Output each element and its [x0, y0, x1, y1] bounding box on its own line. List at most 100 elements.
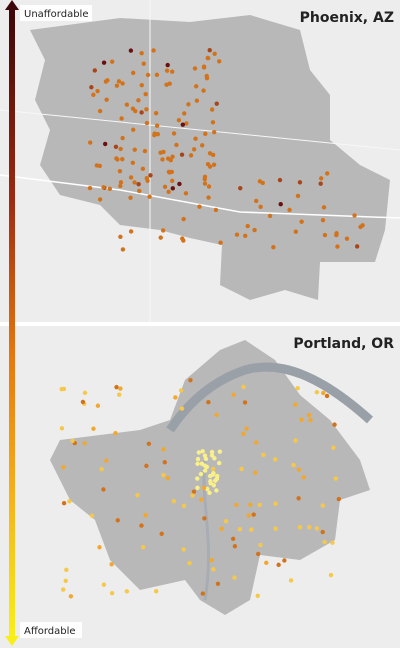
location-dot: [330, 540, 335, 545]
location-dot: [179, 152, 185, 157]
location-dot: [215, 581, 221, 587]
location-dot: [181, 547, 186, 552]
location-dot: [306, 525, 312, 530]
location-dot: [219, 526, 224, 531]
location-dot: [245, 223, 250, 229]
location-dot: [272, 457, 278, 462]
location-dot: [254, 440, 259, 445]
location-dot: [200, 591, 206, 596]
location-dot: [89, 513, 95, 518]
location-dot: [211, 483, 217, 488]
location-dot: [297, 180, 303, 185]
location-dot: [119, 116, 124, 121]
location-dot: [164, 68, 170, 73]
location-dot: [59, 426, 65, 431]
location-dot: [296, 496, 301, 501]
location-dot: [154, 123, 160, 128]
location-dot: [273, 526, 278, 531]
location-dot: [124, 589, 130, 594]
location-dot: [109, 59, 115, 64]
location-dot: [314, 389, 320, 395]
location-dot: [139, 51, 144, 56]
location-dot: [198, 497, 204, 502]
location-dot: [318, 181, 323, 186]
location-dot: [137, 188, 142, 194]
location-dot: [160, 228, 166, 233]
location-dot: [308, 417, 313, 423]
location-dot: [117, 392, 122, 397]
location-dot: [333, 476, 338, 481]
location-dot: [253, 198, 259, 204]
location-dot: [171, 498, 177, 504]
location-dot: [61, 386, 67, 392]
location-dot: [276, 562, 281, 568]
location-dot: [202, 453, 208, 458]
phoenix-panel: Phoenix, AZ: [0, 0, 400, 322]
location-dot: [352, 213, 357, 218]
legend-bottom-label: Affordable: [24, 626, 76, 637]
location-dot: [113, 144, 119, 149]
location-dot: [218, 240, 223, 245]
location-dot: [183, 191, 189, 196]
location-dot: [255, 551, 261, 557]
location-dot: [334, 232, 339, 238]
location-dot: [95, 88, 100, 94]
location-dot: [195, 456, 201, 462]
location-dot: [89, 85, 94, 90]
location-dot: [87, 185, 93, 191]
phoenix-urban-area: [30, 15, 390, 300]
location-dot: [80, 399, 86, 405]
location-dot: [202, 516, 207, 521]
location-dot: [191, 489, 197, 494]
location-dot: [264, 560, 269, 566]
location-dot: [201, 65, 207, 70]
road: [0, 0, 400, 322]
location-dot: [306, 412, 312, 418]
location-dot: [258, 542, 263, 548]
location-dot: [101, 582, 107, 587]
location-dot: [130, 160, 136, 166]
location-dot: [170, 186, 176, 191]
location-dot: [210, 152, 216, 158]
location-dot: [131, 127, 136, 132]
arrow-head: [5, 636, 19, 646]
location-dot: [136, 98, 141, 103]
location-dot: [188, 153, 194, 158]
location-dot: [295, 385, 300, 391]
location-dot: [320, 503, 325, 508]
location-dot: [288, 578, 294, 583]
location-dot: [145, 72, 151, 78]
location-dot: [197, 204, 202, 209]
location-dot: [165, 62, 170, 68]
location-dot: [155, 132, 161, 137]
location-dot: [207, 47, 212, 53]
location-dot: [188, 378, 193, 383]
location-dot: [118, 183, 123, 189]
location-dot: [132, 147, 137, 152]
location-dot: [179, 406, 185, 411]
location-dot: [142, 148, 148, 154]
location-dot: [61, 500, 67, 506]
location-dot: [295, 193, 301, 199]
location-dot: [199, 143, 205, 148]
location-dot: [214, 488, 219, 493]
location-dot: [114, 156, 119, 161]
affordability-points: [59, 378, 342, 599]
location-dot: [158, 235, 163, 240]
location-dot: [162, 460, 167, 465]
location-dot: [152, 132, 157, 138]
location-dot: [82, 390, 88, 396]
portland-panel: Portland, OR: [0, 326, 400, 648]
location-dot: [154, 72, 160, 78]
location-dot: [173, 395, 178, 400]
location-dot: [246, 513, 251, 518]
location-dot: [103, 79, 109, 84]
location-dot: [160, 157, 165, 162]
location-dot: [139, 523, 144, 528]
location-dot: [273, 501, 278, 506]
location-dot: [232, 544, 238, 549]
location-dot: [212, 51, 217, 56]
location-dot: [145, 178, 150, 184]
location-dot: [335, 244, 340, 249]
